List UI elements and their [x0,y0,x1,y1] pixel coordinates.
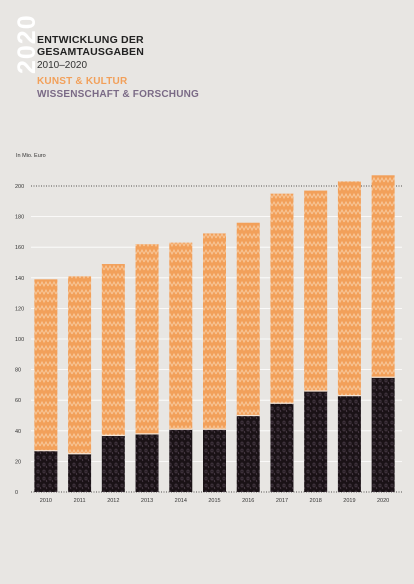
x-tick-label: 2016 [242,498,254,504]
bar-segment-kunst-2012 [101,264,125,436]
x-tick-label: 2012 [107,498,119,504]
subtitle: 2010–2020 [37,60,88,71]
y-tick-label: 140 [15,276,24,282]
x-tick-label: 2013 [141,498,153,504]
chart-header: ENTWICKLUNG DER GESAMTAUSGABEN 2010–2020… [37,34,199,101]
x-tick-label: 2011 [74,498,86,504]
bar-segment-kunst-2018 [304,190,328,392]
bar-segment-kunst-2015 [203,233,226,430]
y-tick-label: 40 [15,429,21,435]
bar-segment-kunst-2016 [236,222,260,416]
title-line-1: ENTWICKLUNG DER [37,34,144,46]
y-tick-label: 20 [15,459,21,465]
bar-segment-kunst-2017 [270,193,294,404]
x-tick-label: 2020 [377,498,389,504]
bar-segment-wissenschaft-2010 [34,450,58,492]
y-unit-label: In Mio. Euro [16,153,46,159]
title-line-2: GESAMTAUSGABEN [37,46,145,58]
bar-segment-kunst-2010 [34,279,58,451]
bar-segment-wissenschaft-2019 [337,395,361,492]
bar-segment-wissenschaft-2018 [304,391,328,492]
x-tick-label: 2014 [175,498,187,504]
y-tick-label: 180 [15,215,24,221]
y-tick-label: 100 [15,337,24,343]
y-tick-label: 60 [15,398,21,404]
bar-segment-kunst-2019 [337,181,361,396]
bar-segment-kunst-2011 [68,276,92,454]
bar-segment-kunst-2014 [169,242,193,430]
x-tick-label: 2017 [276,498,288,504]
x-tick-label: 2018 [310,498,322,504]
y-tick-label: 0 [15,490,18,496]
y-tick-label: 120 [15,306,24,312]
bar-segment-kunst-2020 [371,175,395,378]
y-tick-label: 160 [15,245,24,251]
bar-segment-wissenschaft-2012 [101,435,125,492]
bar-segment-wissenschaft-2017 [270,403,294,492]
y-tick-label: 80 [15,368,21,374]
bar-segment-wissenschaft-2016 [236,415,260,492]
x-tick-label: 2019 [343,498,355,504]
x-tick-label: 2015 [208,498,220,504]
legend-item-kunst: KUNST & KULTUR [37,76,128,87]
bar-segment-kunst-2013 [135,244,159,434]
x-tick-label: 2010 [40,498,52,504]
bar-segment-wissenschaft-2011 [68,453,92,492]
bar-segment-wissenschaft-2013 [135,433,159,492]
bar-segment-wissenschaft-2014 [169,429,193,492]
bar-segment-wissenschaft-2015 [203,429,226,492]
legend-item-wissenschaft: WISSENSCHAFT & FORSCHUNG [37,89,200,100]
bar-segment-wissenschaft-2020 [371,377,395,492]
y-tick-label: 200 [15,184,24,190]
